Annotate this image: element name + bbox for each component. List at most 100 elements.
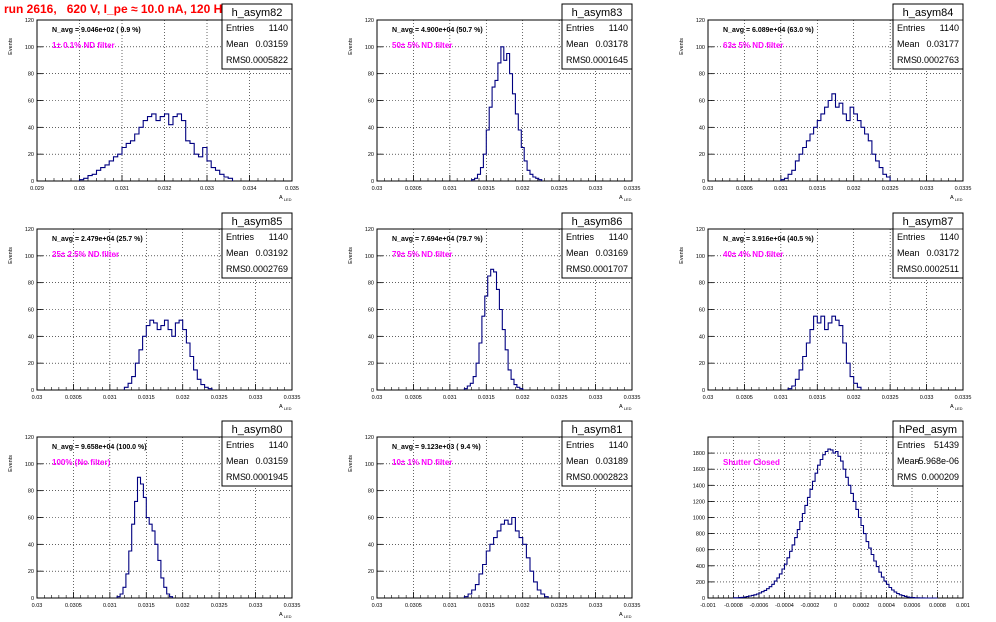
stats-entries-value: 1140 [940, 23, 959, 33]
plot-frame [376, 436, 633, 599]
stats-title: h_asym81 [572, 424, 623, 436]
y-tick-label: 60 [699, 308, 705, 314]
stats-entries-value: 1140 [269, 232, 288, 242]
filter-note: 10± 1% ND filter [392, 458, 452, 467]
y-tick-label: 1800 [693, 451, 705, 457]
y-axis-label: Events [348, 247, 354, 264]
stats-rms-value: 0.000209 [921, 472, 959, 482]
x-tick-label: -0.0002 [801, 603, 820, 609]
y-tick-label: 60 [28, 516, 34, 522]
y-tick-label: 20 [699, 152, 705, 158]
x-tick-label: 0.0305 [65, 395, 82, 401]
stats-entries-value: 1140 [609, 232, 628, 242]
histogram-panel-h_asym85: 0 20 40 60 80 100 120 0.03 0.0305 0.031 0.0315 0.03… [8, 212, 301, 411]
y-tick-label: 0 [702, 388, 705, 394]
x-tick-label: 0.032 [516, 395, 530, 401]
y-tick-label: 60 [699, 99, 705, 105]
x-tick-label: 0.032 [176, 603, 190, 609]
x-tick-label: 0.03 [372, 603, 383, 609]
y-tick-label: 100 [25, 254, 34, 260]
x-tick-label: 0.032 [516, 186, 530, 192]
x-tick-label: 0.029 [30, 186, 44, 192]
stats-rms-label: RMS [897, 55, 917, 65]
stats-mean-value: 0.03177 [926, 39, 959, 49]
stats-mean-label: Mean [226, 456, 249, 466]
y-axis-label: Events [8, 247, 14, 264]
x-tick-label: 0.0305 [736, 186, 753, 192]
x-tick-label: 0.001 [956, 603, 970, 609]
x-tick-label: 0.03 [32, 395, 43, 401]
histogram-series [463, 516, 549, 598]
y-tick-label: 1200 [693, 499, 705, 505]
histogram-panel-h_asym80: 0 20 40 60 80 100 120 0.03 0.0305 0.031 0.0315 0.03… [8, 420, 300, 619]
y-tick-label: 100 [696, 254, 705, 260]
x-axis-label: A LED [619, 612, 632, 619]
y-tick-label: 80 [699, 72, 705, 78]
x-tick-label: 0.0315 [478, 603, 495, 609]
filter-note: 50± 5% ND filter [392, 41, 452, 50]
x-tick-label: 0.0305 [736, 395, 753, 401]
y-tick-label: 0 [31, 179, 34, 185]
x-tick-label: 0.0315 [478, 186, 495, 192]
histogram-series [471, 46, 543, 181]
n-avg-label: N_avg = 2.479e+04 (25.7 %) [52, 236, 143, 243]
histogram-panel-h_asym81: 0 20 40 60 80 100 120 0.03 0.0305 0.031 0.0315 0.03… [348, 420, 640, 619]
y-tick-label: 100 [365, 45, 374, 51]
x-tick-label: 0.03 [703, 395, 714, 401]
y-tick-label: 60 [368, 99, 374, 105]
stats-box [221, 3, 293, 70]
stats-box [892, 212, 964, 279]
x-tick-label: 0.0335 [284, 395, 301, 401]
filter-note: 100% (No filter) [52, 458, 111, 467]
stats-mean-label: Mean [897, 248, 920, 258]
stats-rms-label: RMS [897, 264, 917, 274]
x-tick-label: 0.033 [249, 395, 263, 401]
stats-entries-label: Entries [897, 232, 926, 242]
y-tick-label: 120 [25, 18, 34, 24]
x-tick-label: 0 [834, 603, 837, 609]
x-tick-label: 0.033 [920, 395, 934, 401]
stats-mean-value: 0.03178 [595, 39, 628, 49]
y-tick-label: 80 [368, 72, 374, 78]
x-tick-label: 0.03 [74, 186, 85, 192]
y-tick-label: 1600 [693, 467, 705, 473]
stats-mean-value: 0.03192 [255, 248, 288, 258]
x-tick-label: 0.031 [443, 186, 457, 192]
y-tick-label: 80 [699, 281, 705, 287]
y-tick-label: 20 [368, 361, 374, 367]
x-tick-label: 0.0008 [929, 603, 946, 609]
y-axis-label: Events [8, 38, 14, 55]
histogram-panel-h_asym82: 0 20 40 60 80 100 120 0.029 0.03 0.031 0.032 0.033 0… [8, 3, 299, 202]
stats-rms-label: RMS [897, 472, 917, 482]
y-tick-label: 20 [28, 569, 34, 575]
x-tick-label: 0.0325 [882, 186, 899, 192]
y-tick-label: 100 [25, 45, 34, 51]
stats-rms-label: RMS [566, 264, 586, 274]
y-tick-label: 600 [696, 548, 705, 554]
x-tick-label: 0.0006 [904, 603, 921, 609]
histogram-series [123, 319, 213, 390]
y-tick-label: 120 [365, 18, 374, 24]
x-tick-label: 0.0325 [551, 186, 568, 192]
y-tick-label: 0 [371, 179, 374, 185]
histogram-panel-h_asym84: 0 20 40 60 80 100 120 0.03 0.0305 0.031 0.0315 0.03… [679, 3, 972, 202]
n-avg-label: N_avg = 9.123e+03 ( 9.4 %) [392, 444, 481, 451]
y-tick-label: 40 [699, 125, 705, 131]
y-tick-label: 40 [28, 334, 34, 340]
stats-box [892, 420, 964, 487]
stats-rms-value: 0.0002511 [917, 264, 959, 274]
y-axis-label: Events [679, 247, 685, 264]
y-tick-label: 20 [699, 361, 705, 367]
stats-entries-label: Entries [226, 232, 255, 242]
x-tick-label: 0.0315 [138, 603, 155, 609]
x-tick-label: -0.001 [700, 603, 716, 609]
stats-entries-label: Entries [226, 440, 255, 450]
x-tick-label: 0.03 [372, 186, 383, 192]
x-tick-label: 0.031 [103, 603, 117, 609]
x-tick-label: 0.0325 [211, 395, 228, 401]
y-tick-label: 120 [365, 435, 374, 441]
stats-mean-value: -5.968e-06 [915, 456, 959, 466]
x-tick-label: 0.034 [243, 186, 257, 192]
plot-frame [376, 19, 633, 182]
x-tick-label: 0.0335 [955, 186, 972, 192]
